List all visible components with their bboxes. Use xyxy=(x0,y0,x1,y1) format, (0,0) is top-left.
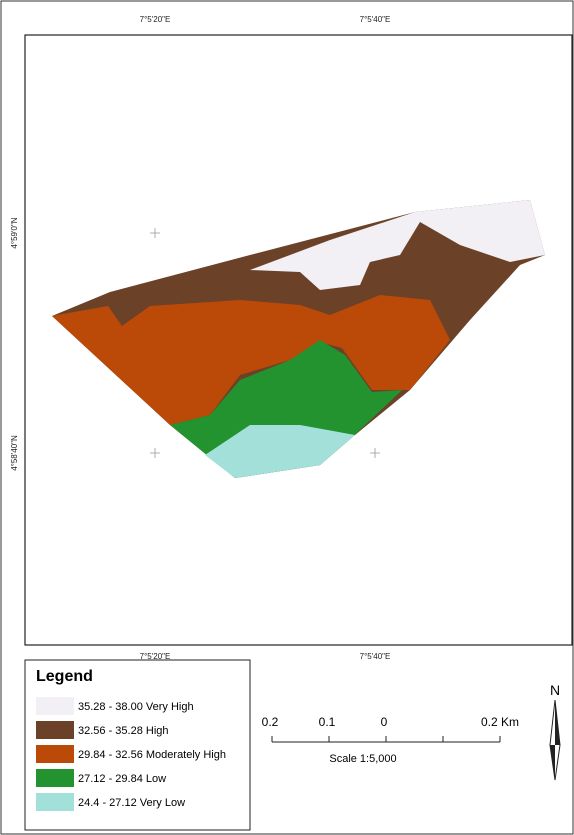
left-coord: 4°59'0"N xyxy=(10,217,19,248)
scale-label: 0 xyxy=(381,715,388,729)
top-coord: 7°5'40"E xyxy=(360,15,391,24)
scale-text: Scale 1:5,000 xyxy=(329,753,396,765)
left-coord: 4°58'40"N xyxy=(10,435,19,471)
legend-label: 32.56 - 35.28 High xyxy=(78,725,169,737)
zone-very-high xyxy=(250,200,545,290)
scale-label: 0.2 xyxy=(262,715,279,729)
legend-items: 35.28 - 38.00 Very High 32.56 - 35.28 Hig… xyxy=(36,697,226,811)
legend-label: 35.28 - 38.00 Very High xyxy=(78,701,194,713)
bottom-coord: 7°5'20"E xyxy=(140,652,171,661)
legend-swatch xyxy=(36,721,74,739)
scale-label: 0.1 xyxy=(319,715,336,729)
zone-moderately-high xyxy=(52,295,450,425)
legend-label: 24.4 - 27.12 Very Low xyxy=(78,797,185,809)
legend-label: 27.12 - 29.84 Low xyxy=(78,773,166,785)
scale-bar: 0.2 0.1 0 0.2 Km Scale 1:5,000 xyxy=(262,715,519,765)
legend-title: Legend xyxy=(36,668,93,685)
legend-swatch xyxy=(36,745,74,763)
legend-label: 29.84 - 32.56 Moderately High xyxy=(78,749,226,761)
legend-swatch xyxy=(36,697,74,715)
legend-swatch xyxy=(36,793,74,811)
legend-swatch xyxy=(36,769,74,787)
north-arrow: N xyxy=(549,682,561,781)
zone-very-low xyxy=(205,425,355,478)
scale-label: 0.2 Km xyxy=(481,715,519,729)
zones xyxy=(52,200,545,478)
bottom-coord: 7°5'40"E xyxy=(360,652,391,661)
top-coord: 7°5'20"E xyxy=(140,15,171,24)
scale-line xyxy=(271,736,501,743)
north-label: N xyxy=(550,682,560,698)
